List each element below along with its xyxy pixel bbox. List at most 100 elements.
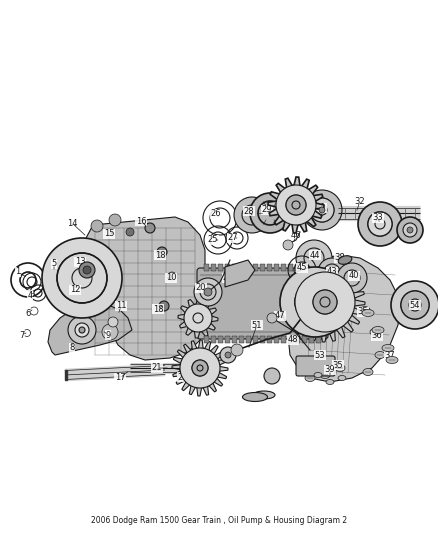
Bar — [239, 264, 244, 271]
Polygon shape — [48, 303, 132, 355]
Bar — [267, 264, 272, 271]
Ellipse shape — [372, 327, 384, 334]
Circle shape — [220, 347, 236, 363]
Circle shape — [296, 240, 332, 276]
Bar — [232, 264, 237, 271]
Text: 52: 52 — [228, 348, 238, 357]
Text: 25: 25 — [208, 236, 218, 245]
Text: 8: 8 — [69, 343, 75, 352]
Text: 18: 18 — [153, 304, 163, 313]
Text: 42: 42 — [321, 301, 331, 310]
Bar — [232, 336, 237, 343]
Bar — [274, 336, 279, 343]
Bar — [239, 336, 244, 343]
Polygon shape — [178, 298, 218, 338]
Text: 41: 41 — [332, 282, 342, 292]
Text: 32: 32 — [355, 197, 365, 206]
Text: 16: 16 — [136, 216, 146, 225]
Circle shape — [42, 238, 122, 318]
Text: 14: 14 — [67, 219, 77, 228]
Text: 34: 34 — [402, 224, 412, 233]
Circle shape — [79, 262, 95, 278]
Bar — [211, 264, 215, 271]
Circle shape — [231, 344, 243, 356]
Ellipse shape — [370, 328, 380, 335]
Ellipse shape — [363, 368, 373, 376]
Polygon shape — [288, 255, 400, 382]
Text: 44: 44 — [310, 251, 320, 260]
Text: 10: 10 — [166, 273, 176, 282]
Circle shape — [337, 263, 367, 293]
Circle shape — [159, 301, 169, 311]
FancyBboxPatch shape — [296, 356, 335, 376]
Circle shape — [403, 223, 417, 237]
Circle shape — [168, 272, 176, 280]
Circle shape — [295, 282, 335, 322]
Text: 27: 27 — [228, 233, 238, 243]
Circle shape — [267, 313, 277, 323]
Ellipse shape — [338, 376, 346, 381]
Bar — [316, 336, 321, 343]
Circle shape — [109, 214, 121, 226]
Circle shape — [313, 290, 337, 314]
Text: 7: 7 — [19, 330, 25, 340]
Circle shape — [283, 240, 293, 250]
Bar — [295, 264, 300, 271]
Text: 17: 17 — [115, 374, 125, 383]
Bar — [225, 336, 230, 343]
Bar — [309, 336, 314, 343]
Polygon shape — [65, 370, 67, 380]
Circle shape — [264, 368, 280, 384]
Circle shape — [397, 217, 423, 243]
Text: 22: 22 — [178, 373, 188, 382]
Text: 19: 19 — [187, 318, 197, 327]
Bar — [211, 336, 215, 343]
Ellipse shape — [375, 351, 385, 359]
Text: 30: 30 — [290, 187, 300, 196]
Text: 12: 12 — [70, 286, 80, 295]
Circle shape — [192, 360, 208, 376]
Circle shape — [358, 202, 402, 246]
Text: 43: 43 — [327, 268, 337, 277]
Circle shape — [157, 247, 167, 257]
Circle shape — [321, 271, 353, 303]
Bar — [253, 264, 258, 271]
Ellipse shape — [386, 357, 398, 364]
Bar — [302, 264, 307, 271]
Bar — [281, 264, 286, 271]
Polygon shape — [285, 262, 365, 342]
Text: 47: 47 — [275, 311, 285, 320]
Text: 36: 36 — [371, 332, 382, 341]
Text: 37: 37 — [385, 351, 396, 359]
Circle shape — [401, 291, 429, 319]
Text: 26: 26 — [211, 209, 221, 219]
Bar — [260, 336, 265, 343]
Text: 15: 15 — [104, 230, 114, 238]
Circle shape — [310, 198, 334, 222]
Circle shape — [319, 207, 325, 213]
Circle shape — [368, 212, 392, 236]
Bar — [281, 336, 286, 343]
FancyBboxPatch shape — [197, 268, 328, 339]
Bar — [288, 264, 293, 271]
Text: 51: 51 — [252, 320, 262, 329]
Bar — [302, 336, 307, 343]
Circle shape — [83, 266, 91, 274]
Text: 23: 23 — [206, 366, 216, 375]
Text: 38: 38 — [335, 254, 346, 262]
Circle shape — [318, 258, 346, 286]
Text: 11: 11 — [116, 302, 126, 311]
Circle shape — [180, 348, 220, 388]
Ellipse shape — [362, 310, 374, 317]
Ellipse shape — [335, 365, 345, 372]
Circle shape — [407, 227, 413, 233]
Bar — [274, 264, 279, 271]
Text: 24: 24 — [223, 273, 233, 282]
Polygon shape — [268, 177, 324, 233]
Circle shape — [184, 304, 212, 332]
Bar — [316, 264, 321, 271]
Bar — [218, 264, 223, 271]
Text: 49: 49 — [266, 370, 276, 379]
Ellipse shape — [320, 372, 330, 378]
Bar — [267, 336, 272, 343]
